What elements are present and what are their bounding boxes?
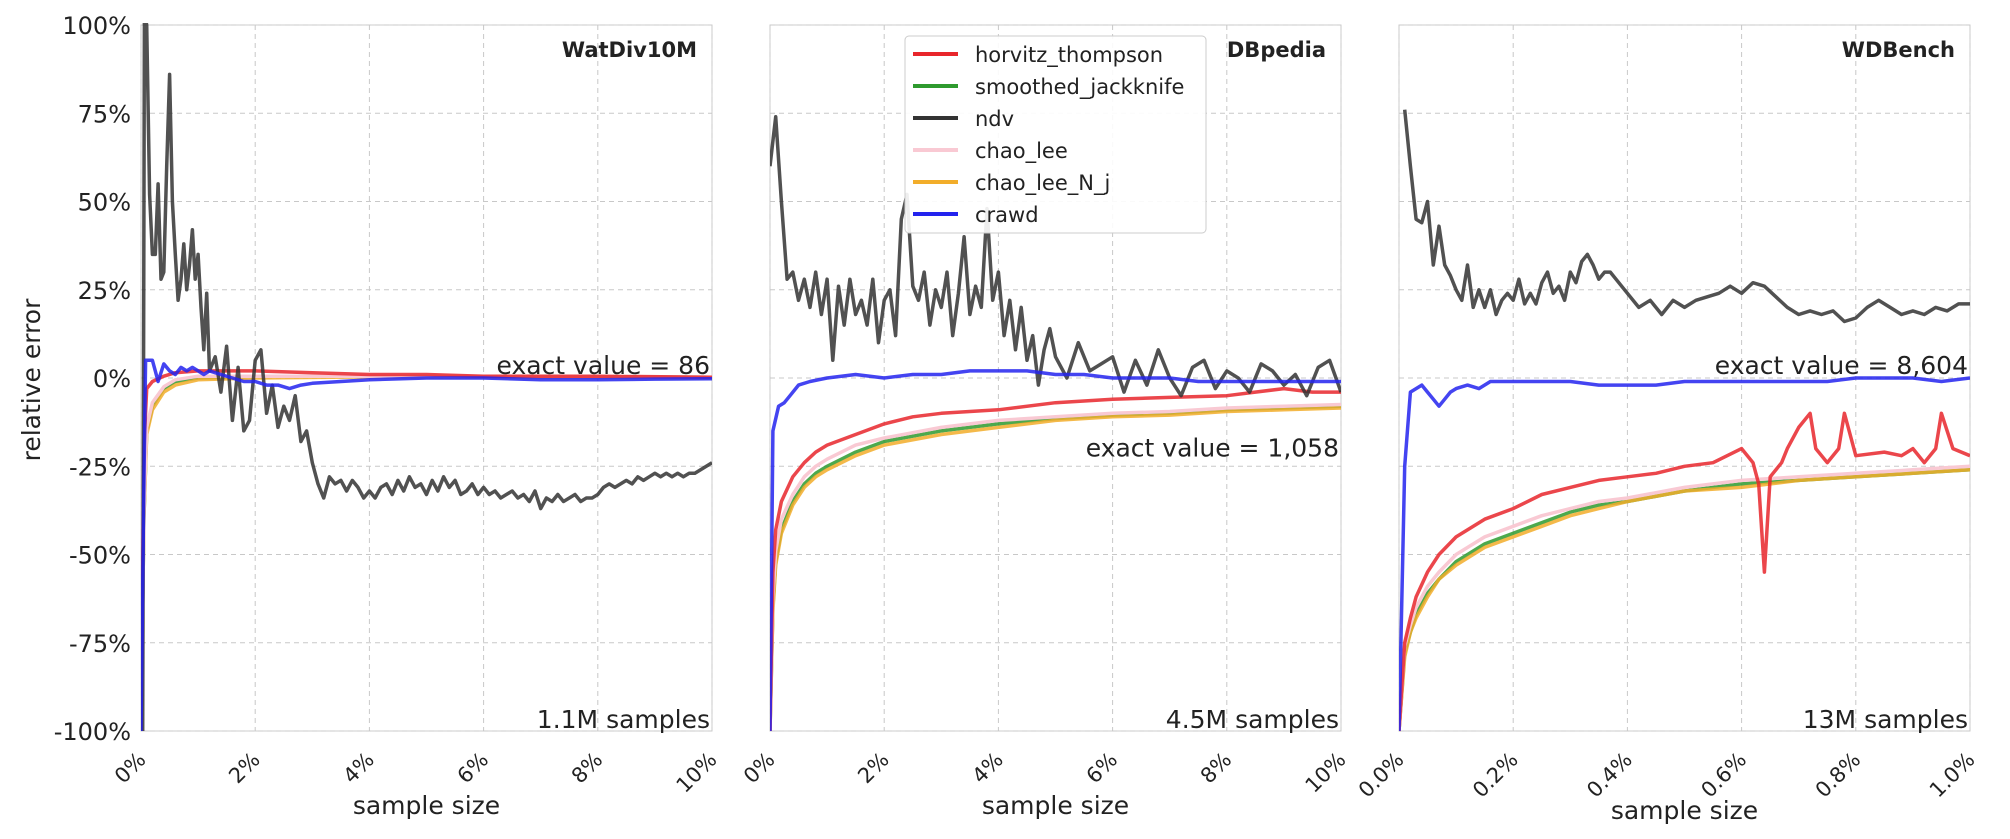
y-tick-label: -100% [54, 718, 131, 746]
x-tick-label: 6% [1082, 748, 1123, 789]
x-tick-label: 6% [453, 748, 494, 789]
x-axis-label: sample size [353, 791, 500, 820]
x-tick-label: 0.4% [1582, 748, 1637, 803]
y-tick-label: 100% [62, 12, 131, 40]
x-tick-label: 10% [1301, 748, 1351, 798]
x-tick-label: 10% [672, 748, 722, 798]
series-line-ndv [770, 115, 1341, 398]
legend-box [904, 35, 1207, 234]
exact-value-label: exact value = 86 [497, 351, 711, 380]
x-axis-label: sample size [1611, 796, 1758, 825]
legend-label: horvitz_thompson [975, 43, 1163, 68]
y-tick-label: -50% [69, 542, 131, 570]
legend-label: chao_lee_N_j [975, 171, 1110, 196]
legend-label: crawd [975, 203, 1039, 227]
y-tick-label: 25% [78, 277, 131, 305]
x-tick-label: 2% [853, 748, 894, 789]
y-tick-label: -25% [69, 453, 131, 481]
x-tick-label: 8% [1196, 748, 1237, 789]
samples-label: 4.5M samples [1166, 705, 1339, 734]
exact-value-label: exact value = 1,058 [1086, 434, 1339, 463]
x-tick-label: 4% [338, 748, 379, 789]
series-line-crawd [141, 358, 712, 732]
series-line-horvitz_thompson [1399, 411, 1970, 732]
series-line-chao_lee_N_j [1399, 468, 1970, 732]
x-tick-label: 0% [110, 748, 151, 789]
legend-label: chao_lee [975, 139, 1068, 164]
x-tick-label: 2% [224, 748, 265, 789]
samples-label: 13M samples [1803, 705, 1968, 734]
legend-label: ndv [975, 107, 1014, 131]
samples-label: 1.1M samples [537, 705, 710, 734]
series-line-ndv [1402, 109, 1970, 324]
x-tick-label: 0.6% [1696, 748, 1751, 803]
series-line-ndv [141, 23, 712, 732]
x-tick-label: 4% [967, 748, 1008, 789]
y-tick-label: -75% [69, 630, 131, 658]
series-line-crawd [770, 369, 1341, 732]
x-axis-label: sample size [982, 791, 1129, 820]
x-tick-label: 0.8% [1811, 748, 1866, 803]
series-line-chao_lee [1399, 464, 1970, 732]
panel-title: WatDiv10M [562, 38, 697, 62]
panel-watdiv10m: 100%75%50%25%0%-25%-50%-75%-100%0% 2% 4% 6%… [54, 12, 722, 820]
y-tick-label: 50% [78, 189, 131, 217]
panel-wdbench: 0.0% 0.2% 0.4% 0.6% 0.8% 1.0% WDBench exact val… [1354, 24, 1980, 825]
legend-label: smoothed_jackknife [975, 75, 1184, 100]
series-line-chao_lee_N_j [770, 406, 1341, 732]
x-tick-label: 0.0% [1354, 748, 1409, 803]
panel-title: WDBench [1842, 38, 1955, 62]
y-axis-label: relative error [17, 298, 46, 461]
x-tick-label: 1.0% [1925, 748, 1980, 803]
x-tick-label: 0.2% [1468, 748, 1523, 803]
x-tick-label: 0% [739, 748, 780, 789]
y-tick-label: 0% [93, 365, 131, 393]
panel-title: DBpedia [1227, 38, 1326, 62]
exact-value-label: exact value = 8,604 [1715, 351, 1968, 380]
series-line-horvitz_thompson [770, 386, 1341, 732]
x-tick-label: 8% [567, 748, 608, 789]
series-line-horvitz_thompson [141, 369, 712, 732]
y-tick-label: 75% [78, 100, 131, 128]
series-line-chao_lee [770, 402, 1341, 732]
series-line-crawd [1399, 376, 1970, 732]
